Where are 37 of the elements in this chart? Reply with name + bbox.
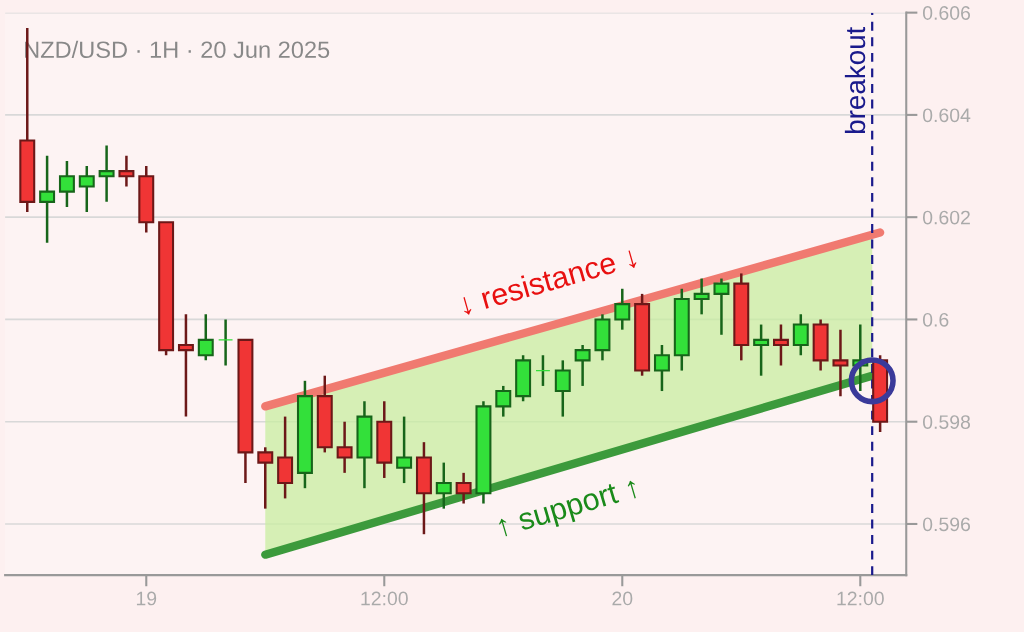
candlestick <box>614 287 631 331</box>
annotation: ↑ support ↑ <box>497 477 641 543</box>
y-tick-label: 0.604 <box>922 108 971 123</box>
candlestick <box>753 323 770 377</box>
x-tick-label: 12:00 <box>361 591 408 606</box>
candlestick <box>177 313 194 418</box>
x-tick-label: 19 <box>136 591 157 606</box>
candlestick <box>653 343 670 393</box>
candlestick <box>713 277 730 337</box>
candlestick <box>495 384 512 418</box>
candlestick <box>396 415 413 485</box>
candlestick <box>792 313 809 357</box>
candlestick <box>693 277 710 316</box>
y-tick-label: 0.598 <box>922 415 971 429</box>
candlestick <box>197 313 214 362</box>
y-tick-label: 0.6 <box>922 312 949 327</box>
candlestick <box>455 471 472 505</box>
y-tick-label: 0.596 <box>922 517 971 532</box>
candlestick <box>832 328 849 398</box>
ref-line-label: breakout <box>844 26 866 133</box>
y-tick-label: 0.606 <box>922 6 971 20</box>
candlestick <box>39 154 56 244</box>
candlestick <box>78 164 95 214</box>
candlestick <box>218 318 234 367</box>
x-tick-label: 20 <box>612 591 633 606</box>
y-tick-label: 0.602 <box>922 210 970 225</box>
candlestick <box>257 446 274 510</box>
candlestick <box>772 323 789 367</box>
candlestick <box>336 420 353 475</box>
candlestick <box>118 154 135 188</box>
candlestick <box>98 144 115 204</box>
candlestick <box>554 359 571 418</box>
candlestick <box>58 159 75 209</box>
candlestick <box>435 461 452 510</box>
x-tick-label: 12:00 <box>837 591 884 606</box>
candlestick <box>535 353 551 388</box>
candlestick <box>574 343 591 388</box>
